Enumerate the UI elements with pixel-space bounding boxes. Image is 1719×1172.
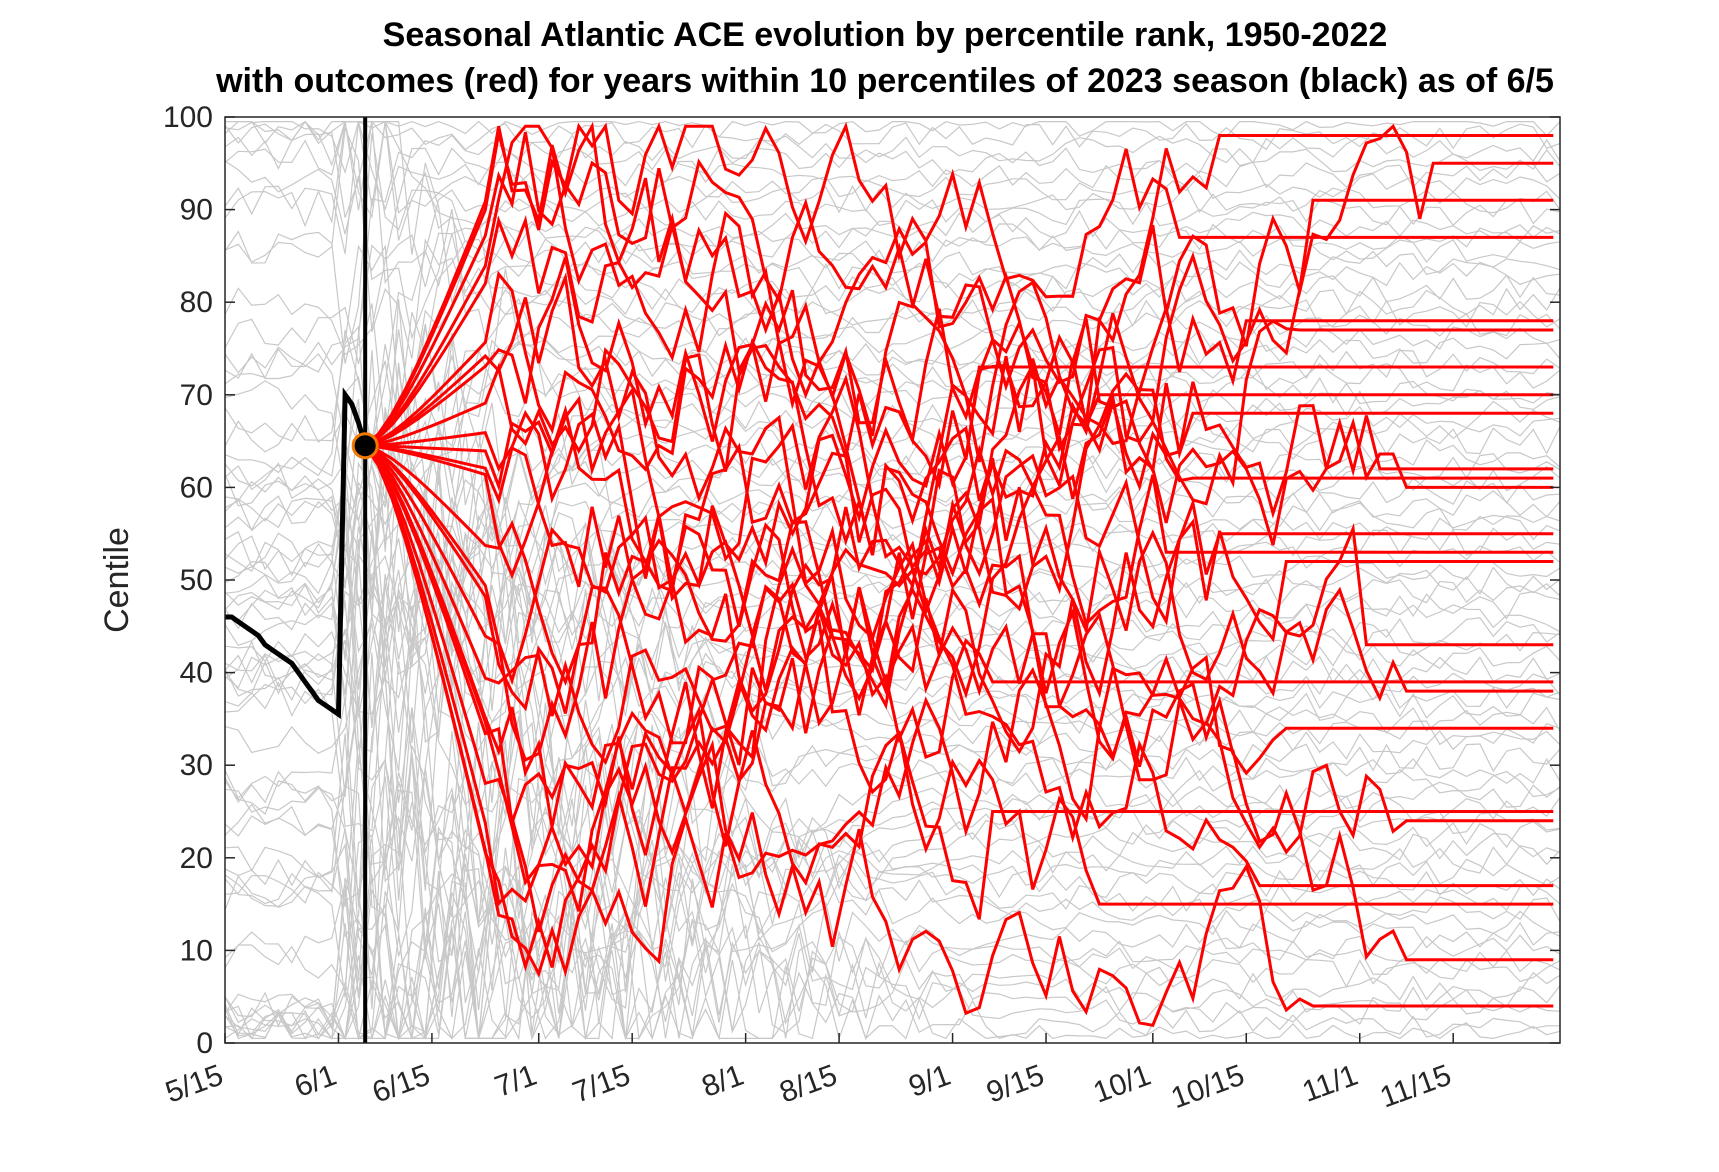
background-year-line	[224, 120, 1561, 265]
background-year-line	[224, 223, 1561, 477]
analog-year-line	[364, 444, 1554, 762]
y-tick-label: 80	[180, 286, 213, 319]
analog-year-line	[364, 124, 1554, 476]
background-year-line	[224, 917, 1561, 1041]
y-tick-label: 10	[180, 934, 213, 967]
background-year-line	[224, 120, 1561, 176]
background-year-line	[224, 709, 1561, 937]
x-tick-label: 11/15	[1376, 1059, 1456, 1115]
x-tick-label: 6/1	[290, 1059, 340, 1104]
x-tick-label: 9/15	[982, 1059, 1048, 1110]
season-2023-line	[225, 387, 368, 720]
background-year-line	[224, 299, 1561, 544]
background-year-line	[224, 637, 1561, 899]
background-year-line	[224, 757, 1561, 1013]
background-year-line	[224, 831, 1561, 1040]
background-year-line	[224, 120, 1561, 255]
background-year-line	[224, 768, 1561, 1039]
y-tick-label: 50	[180, 564, 213, 597]
analog-year-line	[364, 215, 1554, 519]
background-year-line	[224, 209, 1561, 356]
analog-year-line	[364, 270, 1554, 702]
x-axis: 5/15 6/1 6/15 7/1 7/15 8/1 8/15 9/1 9/15 10/1 10/1…	[161, 1033, 1456, 1116]
background-year-line	[224, 287, 1561, 615]
analog-year-line	[364, 257, 1554, 453]
background-year-line	[224, 325, 1561, 524]
analog-year-line	[364, 444, 1554, 766]
analog-year-line	[365, 373, 1554, 626]
background-year-line	[224, 652, 1561, 908]
background-year-line	[224, 666, 1561, 998]
y-tick-label: 60	[180, 471, 213, 504]
analog-year-line	[364, 444, 1554, 920]
background-year-line	[224, 558, 1561, 924]
x-tick-label: 7/15	[568, 1059, 634, 1110]
background-year-line	[224, 121, 1561, 303]
x-tick-label: 9/1	[904, 1059, 954, 1104]
analog-year-line	[364, 444, 1554, 1027]
background-year-line	[224, 696, 1561, 926]
season-2023-group	[225, 387, 368, 720]
x-tick-label: 8/15	[775, 1059, 841, 1110]
background-year-line	[224, 407, 1561, 645]
analog-year-line	[364, 272, 1554, 888]
analog-year-line	[364, 121, 1554, 962]
x-tick-label: 5/15	[161, 1059, 227, 1110]
x-tick-label: 11/1	[1298, 1059, 1362, 1109]
background-year-line	[224, 671, 1561, 938]
y-axis: 0 10 20 30 40 50 60 70 80 90 100	[163, 101, 1560, 1060]
background-year-line	[224, 133, 1561, 364]
y-tick-label: 40	[180, 657, 213, 690]
analog-year-line	[363, 302, 1554, 978]
y-tick-label: 70	[180, 379, 213, 412]
x-tick-label: 10/1	[1089, 1059, 1155, 1110]
chart-title: Seasonal Atlantic ACE evolution by perce…	[383, 16, 1388, 54]
analog-year-line	[365, 404, 1554, 855]
background-year-line	[224, 789, 1561, 1003]
background-year-line	[224, 147, 1561, 493]
background-year-line	[224, 819, 1561, 1041]
y-tick-label: 100	[163, 101, 213, 134]
y-tick-label: 0	[196, 1027, 213, 1060]
background-year-line	[224, 134, 1561, 380]
x-tick-label: 6/15	[368, 1059, 434, 1110]
analog-year-line	[364, 121, 1554, 447]
background-year-line	[224, 120, 1561, 380]
analog-year-line	[365, 444, 1554, 776]
background-year-line	[224, 413, 1561, 633]
analog-series-group	[363, 121, 1554, 1027]
background-year-line	[224, 120, 1561, 278]
background-year-line	[224, 120, 1561, 211]
background-year-line	[224, 930, 1561, 1041]
background-year-line	[224, 844, 1561, 1040]
chart-subtitle: with outcomes (red) for years within 10 …	[215, 62, 1554, 100]
background-year-line	[224, 873, 1561, 1041]
y-tick-label: 90	[180, 194, 213, 227]
y-axis-label: Centile	[98, 527, 136, 633]
background-year-line	[224, 185, 1561, 487]
y-tick-label: 20	[180, 842, 213, 875]
background-year-line	[224, 323, 1561, 453]
x-tick-label: 8/1	[698, 1059, 748, 1104]
background-year-line	[224, 616, 1561, 857]
analog-year-line	[363, 134, 1554, 972]
x-tick-label: 10/15	[1167, 1059, 1249, 1116]
background-year-line	[224, 910, 1561, 1041]
y-tick-label: 30	[180, 749, 213, 782]
x-tick-label: 7/1	[491, 1059, 541, 1104]
background-year-line	[224, 400, 1561, 718]
background-year-line	[224, 452, 1561, 707]
current-2023-marker	[351, 432, 379, 460]
